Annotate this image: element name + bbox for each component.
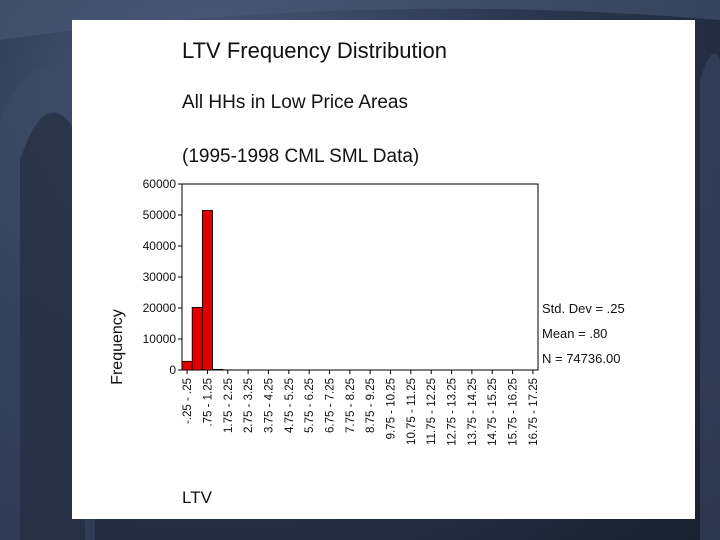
data-source-note: (1995-1998 CML SML Data) <box>182 146 420 167</box>
x-tick-label: 1.75 - 2.25 <box>223 378 235 433</box>
chart-subtitle: All HHs in Low Price Areas <box>182 92 408 113</box>
x-tick-label: 9.75 - 10.25 <box>386 378 398 439</box>
x-tick-label: 13.75 - 14.25 <box>467 378 479 446</box>
x-tick-label: -.25 - .25 <box>182 378 194 424</box>
histogram-bar <box>181 360 193 371</box>
y-axis-label: Frequency <box>109 309 126 385</box>
x-axis-label: LTV <box>182 488 212 507</box>
x-tick-label: 14.75 - 15.25 <box>487 378 499 446</box>
histogram-bar <box>212 368 224 371</box>
y-tick-label: 20000 <box>143 301 177 315</box>
chart-title: LTV Frequency Distribution <box>182 38 447 63</box>
x-tick-label: 5.75 - 6.25 <box>304 378 316 433</box>
x-tick-label: 3.75 - 4.25 <box>263 378 275 433</box>
mean-stat: Mean = .80 <box>542 326 608 341</box>
y-tick-label: 40000 <box>143 239 177 253</box>
x-tick-label: 4.75 - 5.25 <box>284 378 296 433</box>
x-tick-label: 7.75 - 8.25 <box>345 378 357 433</box>
histogram-chart: 0 10000 20000 30000 40000 50000 60000 -.25 - .… <box>109 177 540 446</box>
std-dev-stat: Std. Dev = .25 <box>542 301 625 316</box>
x-tick-label: 16.75 - 17.25 <box>528 378 540 446</box>
x-tick-label: .75 - 1.25 <box>202 378 214 427</box>
x-tick-label: 15.75 - 16.25 <box>508 378 520 446</box>
y-tick-label: 10000 <box>143 332 177 346</box>
y-tick-label: 50000 <box>143 208 177 222</box>
x-tick-label: 10.75 - 11.25 <box>406 378 418 445</box>
histogram-bar <box>191 306 203 371</box>
y-tick-label: 60000 <box>143 177 177 191</box>
slide-panel: LTV Frequency Distribution All HHs in Lo… <box>72 20 695 519</box>
x-tick-label: 11.75 - 12.25 <box>426 378 438 445</box>
x-tick-label: 8.75 - 9.25 <box>365 378 377 433</box>
plot-frame <box>181 183 539 371</box>
x-tick-label: 6.75 - 7.25 <box>324 378 336 433</box>
x-tick-label: 2.75 - 3.25 <box>243 378 255 433</box>
histogram-bar <box>201 209 213 371</box>
y-tick-label: 30000 <box>143 270 177 284</box>
x-tick-label: 12.75 - 13.25 <box>447 378 459 446</box>
n-stat: N = 74736.00 <box>542 351 621 366</box>
y-tick-label: 0 <box>169 363 176 377</box>
